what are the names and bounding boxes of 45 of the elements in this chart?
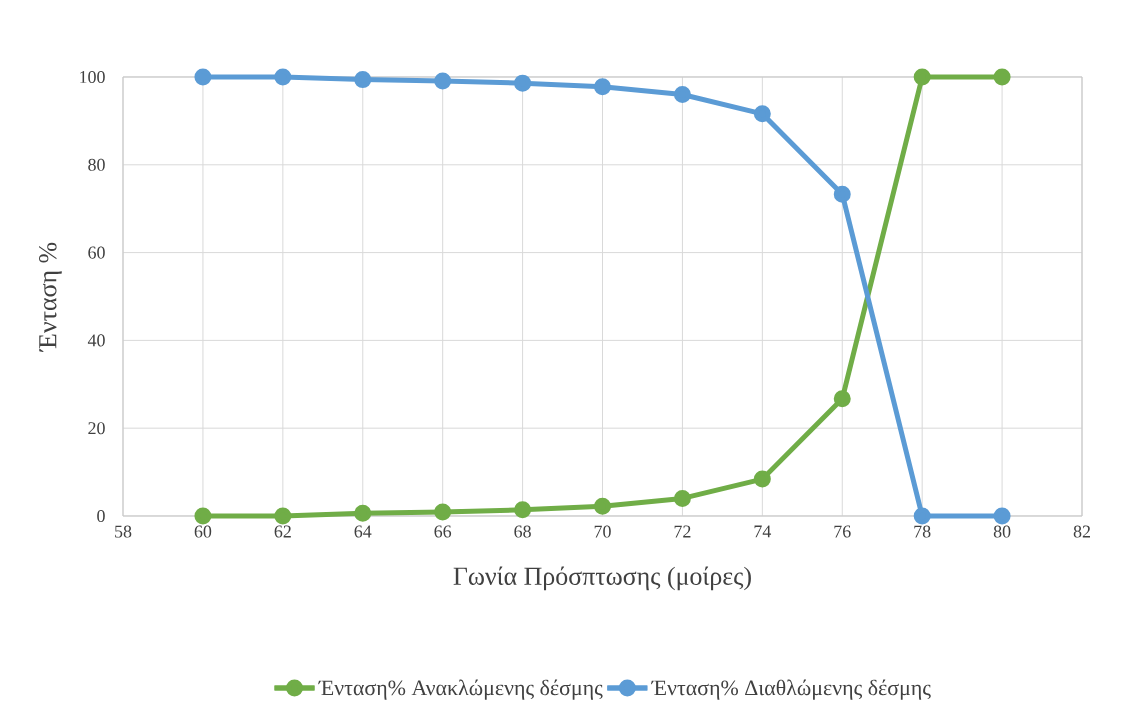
point [673,489,691,507]
y-tick-label: 40 [87,334,105,347]
point [514,74,532,92]
point [354,504,372,522]
point [993,68,1011,86]
legend-label: Ένταση% Διαθλώμενης δέσμης [651,679,931,700]
point [594,497,612,515]
point [274,68,292,86]
point [514,501,532,519]
legend-label: Ένταση% Ανακλώμενης δέσμης [318,679,603,700]
x-tick-label: 80 [993,525,1011,538]
x-tick-label: 76 [834,525,851,538]
point [274,507,292,525]
y-tick-label: 80 [88,158,105,171]
x-tick-label: 62 [274,525,291,538]
x-tick-label: 72 [674,525,691,538]
x-tick-label: 60 [194,525,212,538]
point [833,390,851,408]
x-tick-label: 82 [1073,525,1090,538]
x-tick-label: 66 [434,525,452,538]
x-tick-label: 70 [594,525,611,538]
y-axis-title: Ένταση % [39,242,62,353]
point [194,68,212,86]
x-tick-label: 58 [115,525,132,538]
point [434,72,452,90]
point [354,71,372,89]
y-tick-label: 20 [88,422,105,435]
point [993,507,1011,525]
point [594,78,612,96]
x-axis-title: Γωνία Πρόσπτωσης (μοίρες) [453,566,751,591]
y-tick-label: 0 [97,509,105,523]
point [434,503,452,521]
point [833,185,851,203]
point [194,507,212,525]
x-tick-label: 74 [754,525,772,538]
point [753,105,771,123]
x-tick-label: 64 [354,525,372,538]
point [913,68,931,86]
x-tick-label: 68 [514,525,531,538]
point [913,507,931,525]
point [753,470,771,488]
y-tick-label: 60 [88,246,105,259]
point [673,86,691,104]
x-tick-label: 78 [914,525,931,538]
y-tick-label: 100 [80,70,105,84]
